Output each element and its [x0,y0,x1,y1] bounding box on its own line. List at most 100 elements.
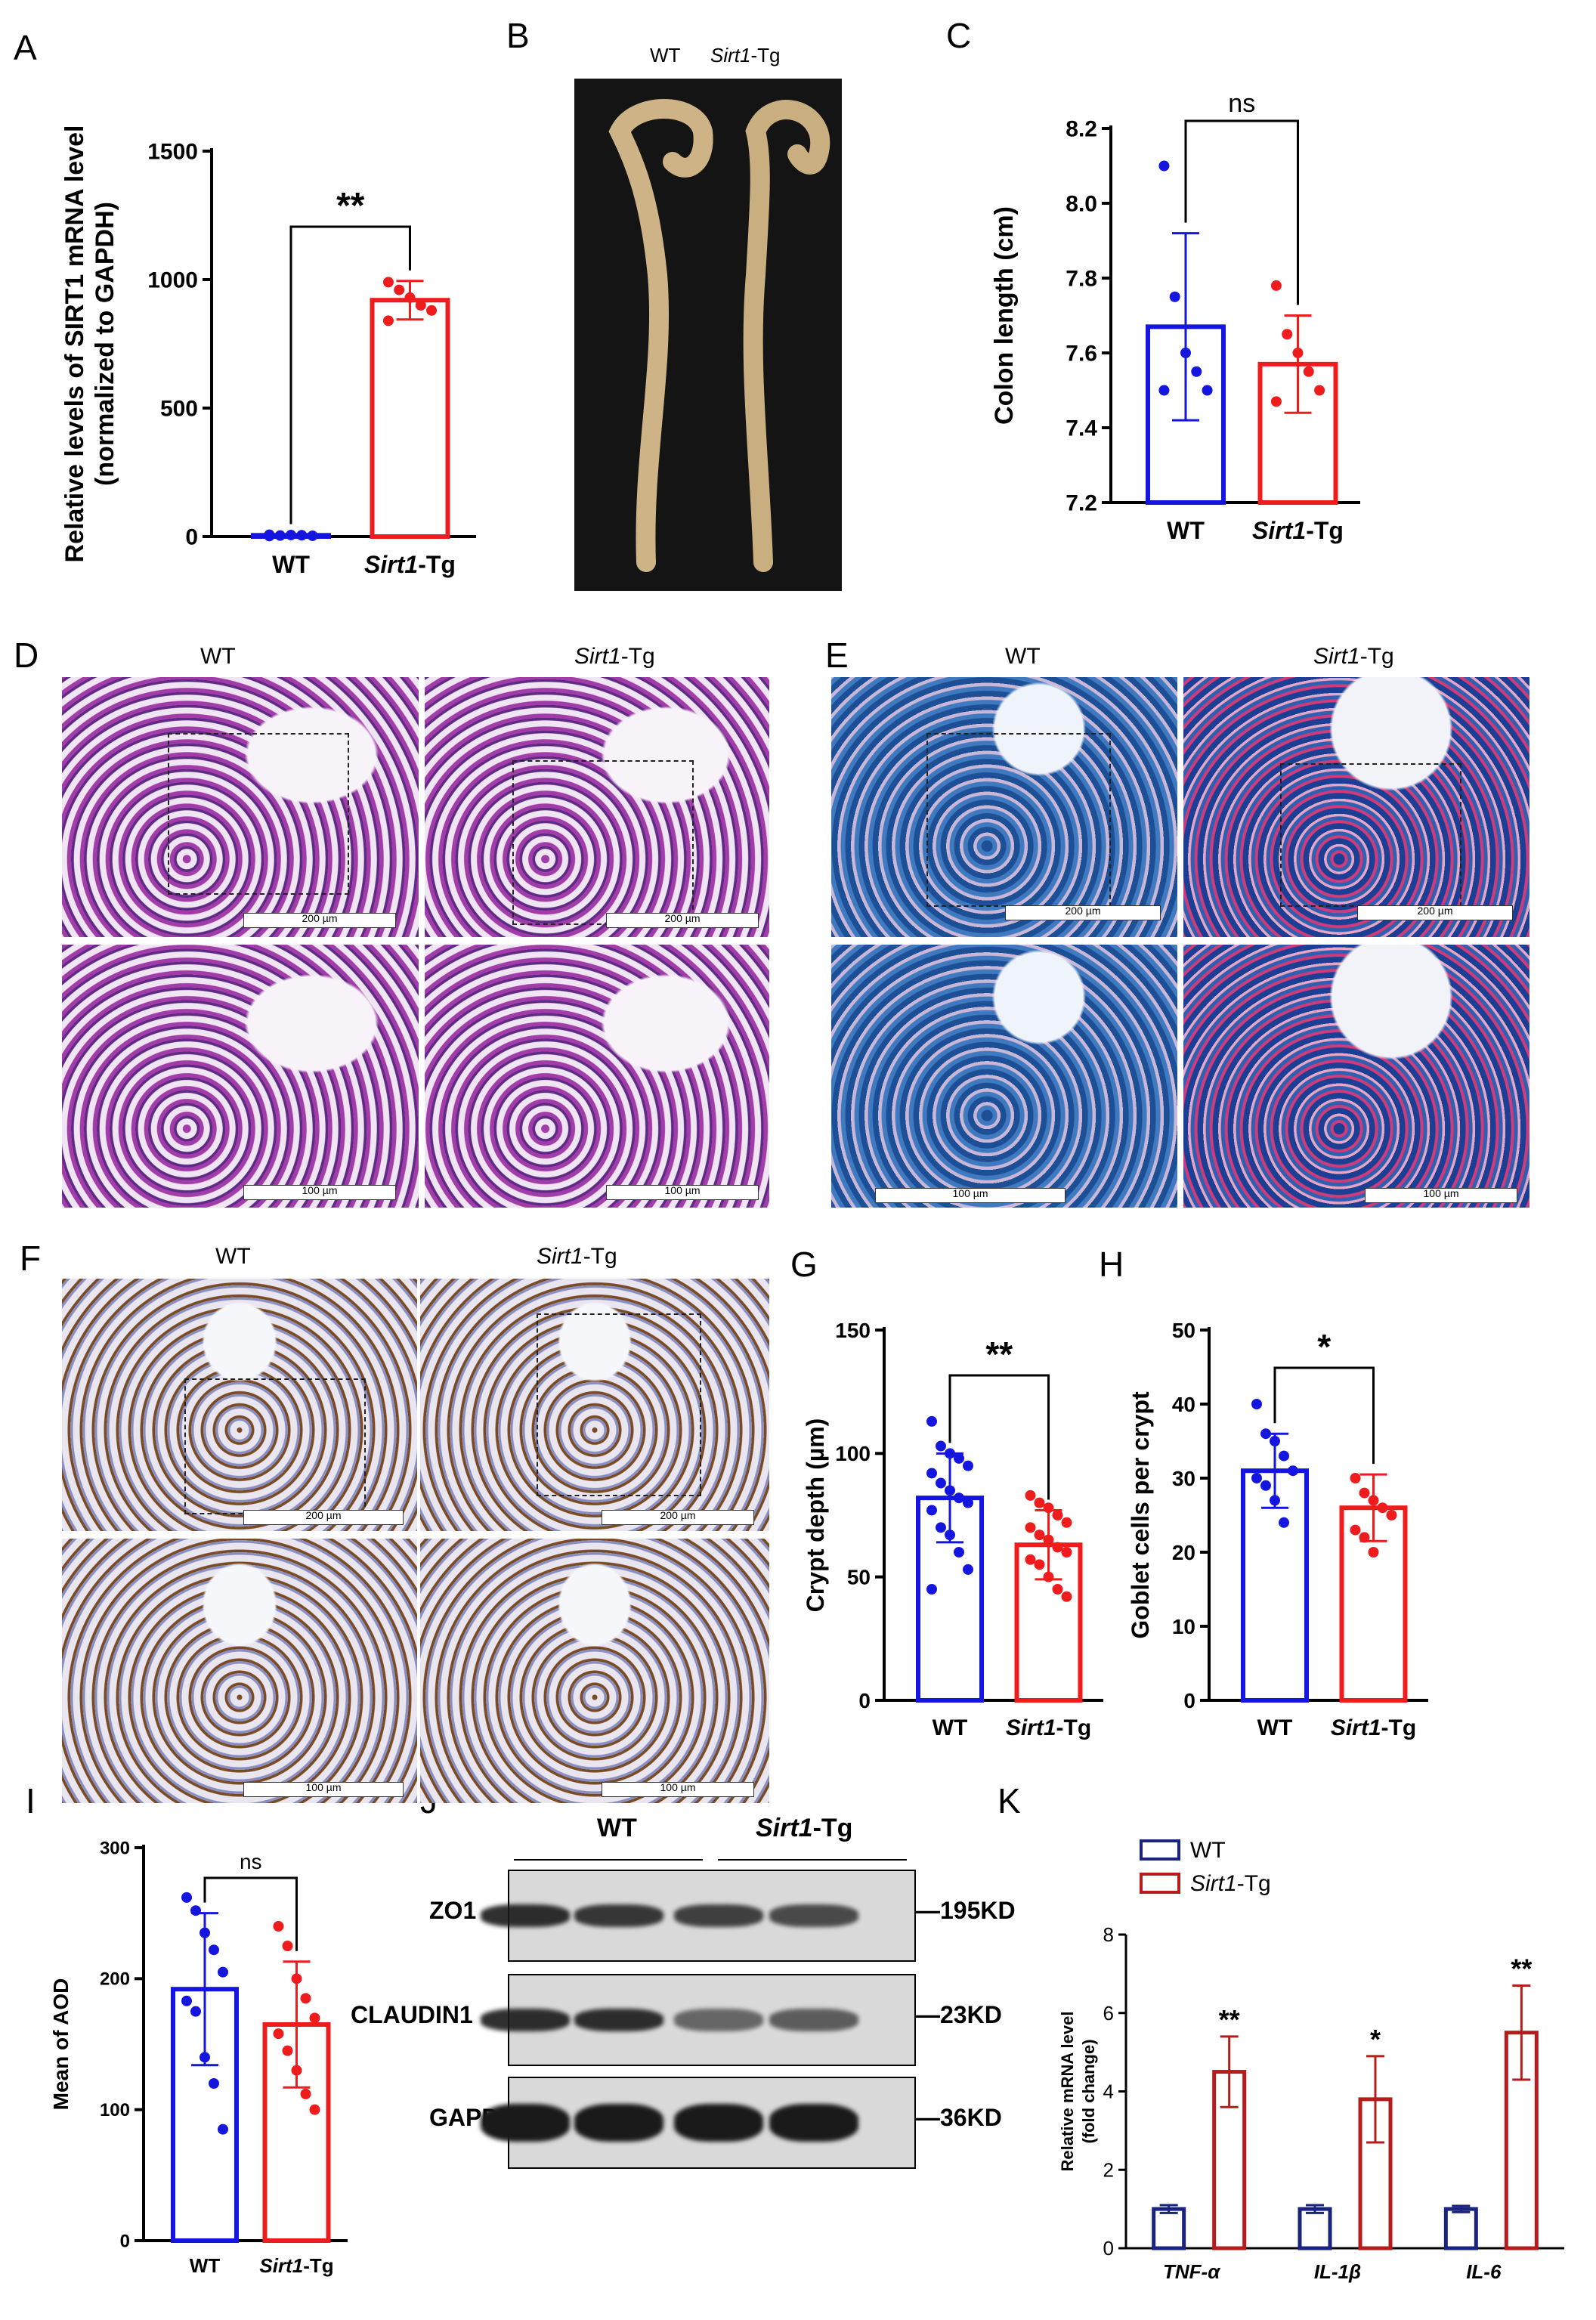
data-point [404,292,416,303]
y-tick-label: 30 [1172,1467,1195,1490]
data-point [1303,366,1314,377]
data-point [1279,1517,1289,1528]
y-tick-label: 0 [858,1689,871,1712]
data-point [296,530,308,541]
data-point [1025,1522,1036,1533]
data-point [394,284,405,295]
scalebar-100: 100 µm [602,1781,754,1797]
panel-letter-b: B [506,16,530,55]
blot-band [674,2009,763,2031]
data-point [273,1921,284,1932]
significance-label: * [1317,1327,1331,1366]
data-point [1260,1480,1271,1491]
data-point [926,1505,937,1516]
x-tick-label: WT [272,551,310,578]
y-axis-label: Crypt depth (µm) [802,1418,829,1613]
ab-tg-zoom: 100 µm [1183,945,1530,1208]
panel-b-wt-label: WT [650,44,681,67]
panel-letter-a: A [14,28,37,67]
ab-wt-zoom: 100 µm [831,945,1177,1208]
x-tick-label: Sirt1-Tg [1331,1715,1416,1740]
ihc-wt-zoom: 100 µm [62,1539,417,1803]
data-point [1350,1524,1361,1536]
y-tick-label: 10 [1172,1615,1195,1638]
y-tick-label: 7.8 [1066,267,1097,292]
data-point [282,2045,293,2056]
data-point [291,1973,302,1984]
data-point [1270,1436,1280,1446]
data-point [1314,385,1325,396]
panel-d-tg-label: Sirt1-Tg [574,644,655,669]
y-axis-label: Colon length (cm) [990,206,1019,425]
blot-size-label: —36KD [916,2104,1002,2131]
colon-photo [574,79,842,591]
legend-swatch [1140,1873,1180,1894]
data-point [1034,1497,1045,1508]
y-tick-label: 0 [1183,1689,1195,1712]
data-point [1034,1530,1045,1541]
data-point [926,1415,937,1427]
y-tick-label: 300 [100,1838,130,1858]
data-point [291,2065,302,2076]
significance-label: ns [1228,89,1255,118]
scalebar-100: 100 µm [875,1187,1066,1203]
he-wt-overview: 200 µm [62,677,419,937]
data-point [1061,1591,1072,1602]
he-tg-overview: 200 µm [425,677,769,937]
scalebar-100: 100 µm [243,1184,396,1200]
data-point [307,530,318,541]
data-point [1377,1502,1388,1514]
data-point [426,305,438,316]
blot-tg-line [718,1859,907,1861]
data-point [1061,1517,1072,1528]
blot-row-label: ZO1 [429,1897,477,1924]
bar [1152,2207,1186,2250]
zoom-box [184,1378,366,1514]
data-point [1292,348,1304,358]
y-tick-label: 20 [1172,1541,1195,1564]
data-point [954,1452,964,1464]
data-point [1061,1547,1072,1557]
scalebar-100: 100 µm [1365,1187,1517,1203]
data-point [1052,1584,1063,1595]
panel-letter-k: K [998,1781,1021,1820]
ihc-wt-overview: 200 µm [62,1279,417,1531]
data-point [1180,348,1191,358]
y-tick-label: 8 [1103,1923,1114,1946]
zoom-box [537,1313,701,1496]
data-point [181,1892,192,1903]
y-tick-label: 100 [100,2100,130,2120]
data-point [309,2104,320,2115]
data-point [1251,1399,1262,1409]
data-point [936,1440,946,1452]
y-tick-label: 500 [160,397,198,422]
y-axis-label: Mean of AOD [49,1978,73,2111]
panel-f-tg-label: Sirt1-Tg [537,1244,617,1269]
y-tick-label: 7.6 [1066,342,1097,367]
blot-band [769,1904,858,1927]
x-tick-label: Sirt1-Tg [1006,1715,1091,1740]
chart-h: 0 10 20 30 40 50 Goblet cells per crypt WT Sirt1… [1127,1319,1428,1740]
y-tick-label: 100 [835,1442,871,1465]
data-point [273,2028,284,2040]
data-point [415,300,426,311]
significance-bracket [948,1374,1050,1500]
x-tick-label: IL-6 [1466,2260,1502,2283]
panel-b-tg-label: Sirt1-Tg [710,44,781,67]
blot-band [574,2009,663,2031]
data-point [1251,1473,1262,1483]
data-point [1052,1510,1063,1520]
scalebar-200: 200 µm [1357,905,1513,920]
scalebar-200: 200 µm [606,912,759,928]
data-point [181,1995,192,2006]
data-point [1282,329,1293,340]
legend-swatch [1140,1839,1180,1861]
data-point [190,1905,201,1916]
y-tick-label: 1500 [147,140,198,165]
data-point [926,1468,937,1479]
y-tick-label: 1000 [147,268,198,293]
data-point [1270,396,1282,407]
blot-band [769,2104,858,2142]
y-tick-label: 0 [185,525,198,550]
data-point [954,1493,964,1504]
